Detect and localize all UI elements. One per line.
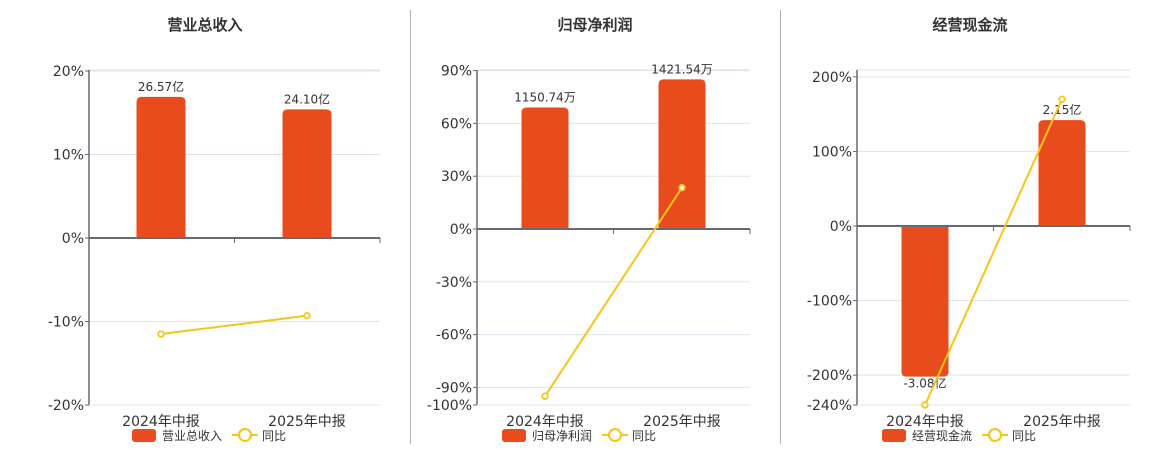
- chart-plot: 200% 100% 0% -100% -200% -240% -3.08亿 2.15亿 2024…: [807, 69, 1131, 430]
- yoy-line: [544, 187, 683, 397]
- bar-legend-label[interactable]: 经营现金流: [912, 428, 973, 443]
- line-legend-marker-icon[interactable]: [982, 428, 1009, 442]
- chart-legend: 营业总收入 同比: [132, 427, 286, 443]
- y-tick-label: -100%: [807, 294, 852, 310]
- y-tick-label: 10%: [53, 148, 84, 164]
- x-category-label: 2024年中报: [122, 414, 200, 430]
- y-tick-label: 0%: [62, 231, 84, 247]
- y-tick-label: -90%: [436, 380, 472, 396]
- y-tick-label: 200%: [812, 70, 852, 86]
- bar-legend-label[interactable]: 归母净利润: [532, 428, 593, 443]
- y-tick-label: 20%: [53, 64, 84, 80]
- chart-plot: 20% 10% 0% -10% -20% 26.57亿 24.10亿 2024年中报 2025年…: [48, 64, 381, 430]
- y-tick-label: 0%: [830, 219, 852, 235]
- yoy-line: [924, 98, 1063, 406]
- y-tick-label: -10%: [48, 315, 84, 331]
- y-tick-label: -200%: [807, 368, 852, 384]
- bar-value-label: 2.15亿: [1043, 102, 1082, 117]
- bar-legend-swatch-icon[interactable]: [502, 428, 526, 442]
- panel-divider: [780, 10, 781, 444]
- bar[interactable]: [1038, 120, 1086, 226]
- bar-value-label: 26.57亿: [138, 79, 184, 94]
- yoy-point[interactable]: [1058, 95, 1066, 103]
- bar-value-label: 24.10亿: [284, 91, 330, 106]
- panel-divider: [410, 10, 411, 444]
- yoy-point[interactable]: [303, 311, 311, 320]
- y-tick-label: -30%: [436, 275, 472, 291]
- bar-legend-swatch-icon[interactable]: [882, 428, 906, 442]
- bar-value-label: 1421.54万: [651, 62, 713, 76]
- line-legend-label[interactable]: 同比: [632, 428, 657, 443]
- bar[interactable]: [136, 96, 186, 238]
- chart-panel-net-profit: 归母净利润 90% 60% 30% 0% -30% -60% -90% -100% 1150.7…: [410, 0, 780, 450]
- line-legend-marker-icon[interactable]: [602, 428, 629, 442]
- chart-panel-operating-cash-flow: 经营现金流 200% 100% 0% -100% -200% -240% -3.08亿 2.1…: [780, 0, 1160, 450]
- chart-title: 营业总收入: [167, 16, 243, 34]
- yoy-point[interactable]: [921, 401, 929, 409]
- bar-legend-label[interactable]: 营业总收入: [162, 428, 223, 443]
- chart-legend: 经营现金流 同比: [882, 427, 1036, 443]
- bar-legend-swatch-icon[interactable]: [132, 428, 156, 442]
- bar[interactable]: [282, 109, 332, 238]
- bar[interactable]: [658, 79, 706, 230]
- yoy-line: [160, 314, 308, 336]
- bar[interactable]: [521, 107, 569, 229]
- yoy-point[interactable]: [157, 330, 165, 338]
- x-category-label: 2025年中报: [643, 414, 721, 430]
- chart-legend: 归母净利润 同比: [502, 427, 656, 443]
- y-tick-label: 0%: [450, 222, 472, 238]
- line-legend-label[interactable]: 同比: [1012, 428, 1037, 443]
- chart-plot: 90% 60% 30% 0% -30% -60% -90% -100% 1150.74万 1421…: [427, 62, 751, 430]
- x-category-label: 2025年中报: [268, 414, 346, 430]
- bar-value-label: -3.08亿: [903, 376, 946, 391]
- y-tick-label: 60%: [441, 116, 472, 132]
- x-category-label: 2025年中报: [1023, 414, 1101, 430]
- y-tick-label: -240%: [807, 398, 852, 414]
- chart-title: 经营现金流: [932, 16, 1008, 34]
- line-legend-marker-icon[interactable]: [232, 428, 259, 442]
- chart-panel-revenue: 营业总收入 20% 10% 0% -10% -20% 26.57亿 24.10亿 2024年中…: [0, 0, 410, 450]
- y-tick-label: 100%: [812, 144, 852, 160]
- y-tick-label: 30%: [441, 169, 472, 185]
- y-tick-label: -20%: [48, 398, 84, 414]
- y-tick-label: -100%: [427, 398, 472, 414]
- bar-value-label: 1150.74万: [514, 91, 576, 105]
- bar[interactable]: [901, 226, 949, 377]
- y-tick-label: 90%: [441, 64, 472, 80]
- x-category-label: 2024年中报: [506, 414, 584, 430]
- x-category-label: 2024年中报: [886, 414, 964, 430]
- y-tick-label: -60%: [436, 328, 472, 344]
- yoy-point[interactable]: [541, 392, 549, 400]
- chart-title: 归母净利润: [557, 16, 633, 34]
- yoy-point[interactable]: [678, 183, 686, 192]
- line-legend-label[interactable]: 同比: [262, 428, 287, 443]
